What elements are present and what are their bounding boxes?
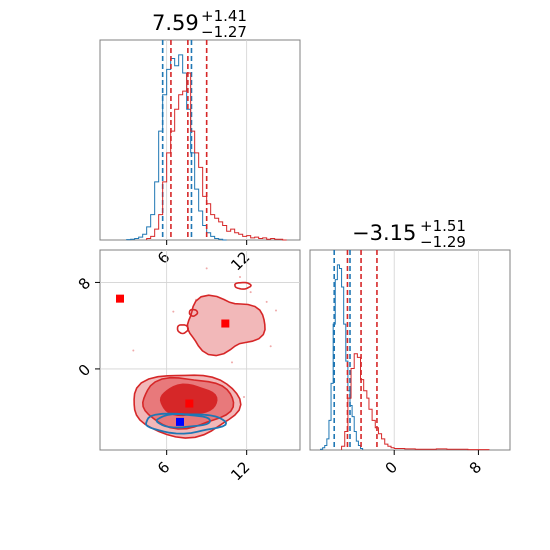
joint-upper-contour-island — [188, 308, 199, 318]
param2-ticklabel-x: 8 — [466, 458, 485, 477]
param1-marginal-panel: 6 12 — [99, 39, 301, 274]
joint-sample-point — [269, 345, 272, 348]
joint-ticklabel-x: 6 — [154, 458, 173, 477]
joint-blue-contour-outer — [145, 412, 228, 435]
joint-marker-marker_blue — [176, 417, 184, 426]
right-title-value: −3.15 — [352, 221, 416, 245]
param1-frame — [99, 39, 301, 241]
right-title-upper: +1.51 — [420, 217, 466, 235]
joint-marker-marker_red — [116, 294, 124, 303]
joint-sample-point — [265, 300, 268, 303]
joint-ticklabel-x: 12 — [227, 458, 253, 484]
joint-sample-point — [243, 396, 245, 399]
param2-ticklabel-x: 0 — [382, 458, 401, 477]
joint-ticklabel-y: 8 — [75, 274, 94, 293]
top-title-value: 7.59 — [152, 11, 199, 35]
joint-sample-point — [231, 361, 233, 364]
joint-upper-contour-island — [234, 281, 252, 290]
param2-frame — [309, 249, 511, 451]
param1-series-blue-step — [126, 54, 227, 241]
joint-sample-point — [249, 291, 252, 294]
joint-ticklabel-y: 0 — [75, 361, 94, 380]
joint-sample-point — [205, 267, 208, 270]
joint-sample-point — [239, 276, 241, 279]
param2-series-red-step — [341, 353, 490, 451]
joint-contour-panel: 6 12 8 0 — [75, 249, 301, 484]
joint-upper-contour-island — [176, 324, 190, 335]
joint-sample-point — [132, 349, 135, 352]
right-panel-title: −3.15 +1.51 −1.29 — [352, 217, 466, 251]
param1-series-red-step — [146, 72, 287, 241]
joint-sample-point — [172, 310, 175, 313]
top-title-lower: −1.27 — [201, 23, 247, 41]
param1-ticklabel-x: 12 — [227, 248, 253, 274]
top-title-upper: +1.41 — [201, 7, 247, 25]
joint-blue-contour-inner — [155, 413, 211, 429]
param1-ticklabel-x: 6 — [154, 248, 173, 267]
joint-frame — [99, 249, 301, 451]
joint-marker-marker_red — [221, 319, 230, 328]
joint-marker-marker_red — [185, 399, 194, 408]
joint-sample-point — [275, 309, 277, 312]
right-title-lower: −1.29 — [420, 233, 466, 251]
top-panel-title: 7.59 +1.41 −1.27 — [152, 7, 247, 41]
param2-series-blue-step — [320, 264, 364, 450]
